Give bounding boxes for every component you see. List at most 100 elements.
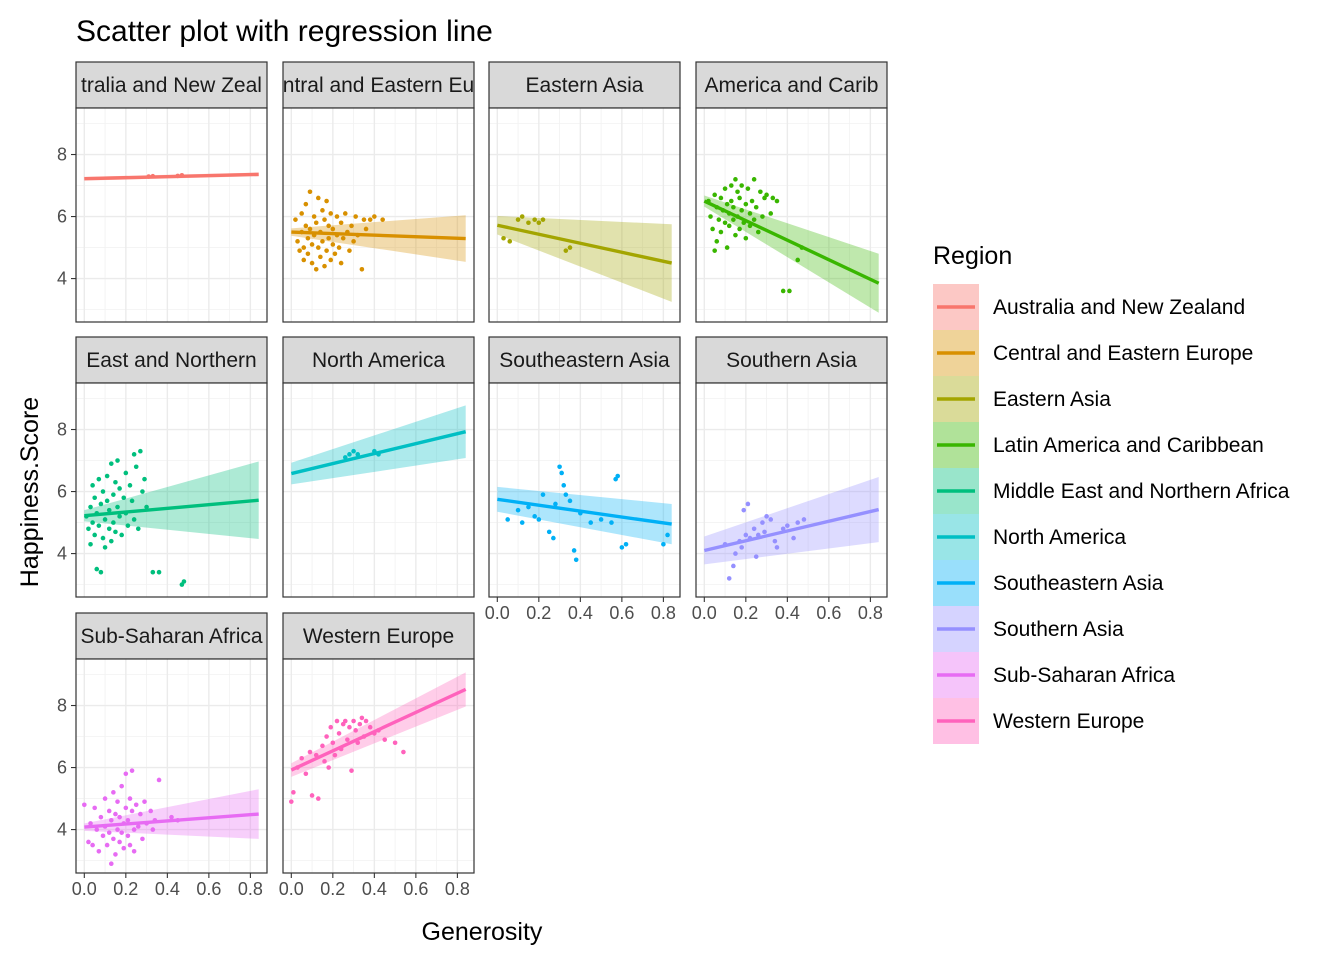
data-point: [536, 220, 542, 226]
data-point: [363, 718, 369, 724]
data-point: [588, 520, 594, 525]
data-point: [743, 201, 749, 207]
data-point: [307, 189, 313, 195]
data-point: [567, 498, 573, 504]
data-point: [299, 755, 304, 761]
data-point: [115, 504, 120, 510]
data-point: [623, 541, 629, 547]
data-point: [351, 718, 356, 724]
data-point: [749, 198, 755, 204]
confidence-band: [704, 476, 879, 565]
x-tick-label: 0.6: [196, 879, 221, 899]
panel-border: [282, 107, 475, 323]
data-point: [519, 520, 525, 525]
panel-plot-area: [289, 672, 467, 804]
data-point: [113, 852, 118, 857]
regression-line: [291, 230, 466, 241]
y-tick-label: 6: [57, 482, 67, 502]
data-point: [301, 245, 307, 250]
data-point: [340, 235, 346, 241]
facet-strip-label: Sub-Saharan Africa: [80, 625, 262, 648]
data-point: [324, 248, 329, 253]
data-point: [121, 845, 127, 851]
data-point: [326, 765, 331, 770]
data-point: [359, 715, 365, 721]
data-point: [100, 489, 106, 494]
data-point: [708, 214, 713, 219]
data-point: [108, 817, 114, 823]
data-point: [751, 177, 757, 182]
x-tick-label: 0.8: [238, 879, 263, 899]
facet-strip-label: Eastern Asia: [526, 74, 644, 97]
data-point: [96, 523, 102, 528]
legend-item: Latin America and Caribbean: [933, 422, 1264, 468]
data-point: [291, 790, 296, 795]
panel-background: [76, 659, 267, 873]
x-tick-label: 0.2: [526, 603, 551, 623]
data-point: [108, 538, 114, 544]
data-point: [733, 232, 738, 238]
data-point: [401, 749, 406, 755]
data-point: [739, 545, 744, 550]
data-point: [133, 464, 139, 470]
x-tick-label: 0.2: [320, 879, 345, 899]
data-point: [119, 532, 124, 538]
y-tick-label: 8: [57, 145, 67, 165]
data-point: [567, 245, 573, 250]
data-point: [332, 752, 338, 758]
panel-plot-area: [84, 172, 259, 181]
data-point: [718, 195, 724, 201]
facet-strip: [488, 336, 681, 384]
legend-label: Southeastern Asia: [993, 572, 1164, 595]
data-point: [598, 517, 604, 522]
regression-line: [703, 507, 880, 553]
data-point: [733, 177, 738, 182]
data-point: [320, 239, 325, 244]
data-point: [367, 724, 373, 730]
panel-border: [282, 658, 475, 874]
data-point: [309, 260, 315, 266]
data-point: [609, 520, 614, 525]
data-point: [117, 814, 122, 820]
facet-strip-label: North America: [312, 349, 445, 372]
facet-strip-label: America and Carib: [705, 74, 879, 97]
legend-label: Middle East and Northern Africa: [993, 480, 1290, 503]
facet-strip: [282, 612, 475, 660]
confidence-band: [704, 195, 879, 313]
panel-background: [283, 659, 474, 873]
data-point: [728, 198, 734, 204]
data-point: [751, 526, 757, 532]
facet-strip-label: Southern Asia: [726, 349, 857, 372]
data-point: [347, 248, 352, 253]
x-tick-label: 0.6: [609, 603, 634, 623]
data-point: [743, 532, 749, 538]
data-point: [106, 526, 112, 532]
data-point: [106, 808, 112, 814]
data-point: [115, 799, 120, 804]
data-point: [104, 473, 110, 479]
panel-plot-area: [84, 448, 259, 587]
confidence-band: [497, 215, 672, 302]
data-point: [104, 498, 110, 504]
data-point: [774, 198, 780, 204]
data-point: [760, 214, 765, 219]
facet-panel: Southeastern Asia 0.0 0.2 0.4 0.6 0.8: [485, 336, 681, 623]
data-point: [330, 740, 336, 746]
data-point: [745, 501, 751, 507]
data-point: [758, 189, 763, 195]
data-point: [324, 198, 329, 204]
legend-item: Australia and New Zealand: [933, 284, 1245, 330]
data-point: [526, 220, 531, 226]
data-point: [342, 718, 348, 724]
data-point: [106, 830, 112, 835]
data-point: [553, 501, 558, 507]
data-point: [86, 526, 91, 532]
legend-item: Eastern Asia: [933, 376, 1111, 422]
data-point: [125, 523, 131, 528]
panel-border: [695, 107, 888, 323]
panel-background: [76, 383, 267, 597]
regression-line: [703, 199, 880, 285]
data-point: [100, 535, 106, 541]
data-point: [127, 842, 133, 848]
